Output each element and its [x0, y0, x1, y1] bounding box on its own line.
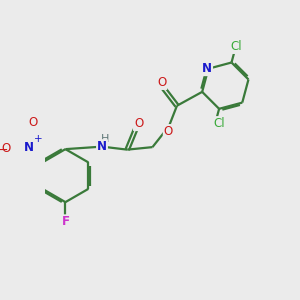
Text: N: N — [202, 62, 212, 75]
Text: N: N — [97, 140, 107, 153]
Text: O: O — [134, 117, 143, 130]
Text: H: H — [101, 134, 109, 143]
Text: +: + — [34, 134, 43, 144]
Text: O: O — [1, 142, 10, 154]
Text: O: O — [164, 125, 173, 138]
Text: F: F — [61, 215, 69, 228]
Text: O: O — [28, 116, 37, 129]
Text: N: N — [24, 141, 34, 154]
Text: Cl: Cl — [230, 40, 242, 53]
Text: −: − — [0, 144, 9, 157]
Text: Cl: Cl — [214, 117, 225, 130]
Text: O: O — [157, 76, 167, 89]
